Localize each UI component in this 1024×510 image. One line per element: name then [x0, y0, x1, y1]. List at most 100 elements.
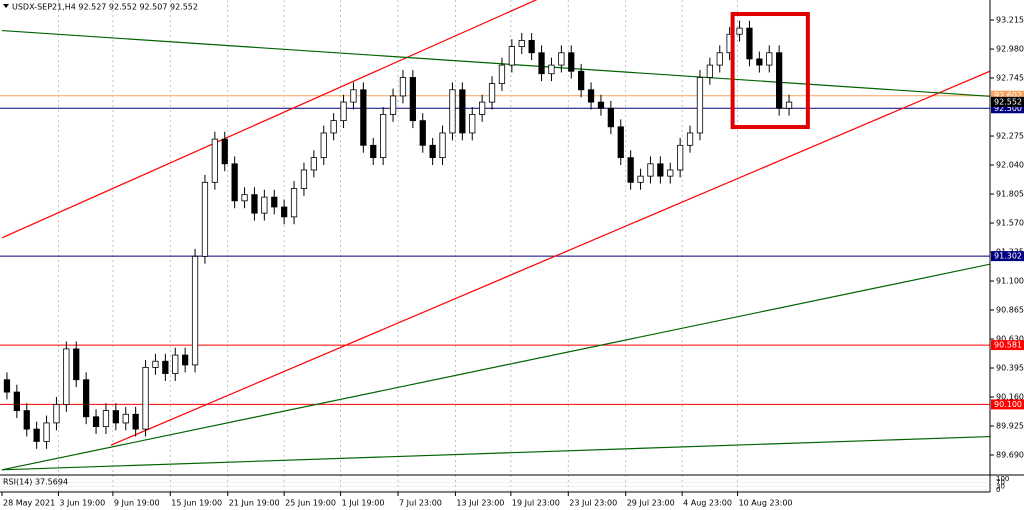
x-tick-label: 13 Jul 23:00	[456, 499, 504, 508]
level-label-bg	[991, 251, 1024, 262]
candle-body	[310, 157, 317, 171]
trendline	[1, 263, 990, 471]
candle-body	[281, 206, 288, 218]
candle-body	[469, 114, 476, 134]
x-tick-label: 23 Jul 23:00	[569, 499, 617, 508]
levels	[0, 95, 990, 405]
rsi-tick-label: 0	[996, 486, 1000, 494]
candle-body	[112, 410, 119, 424]
level-label: 90.581	[994, 341, 1022, 350]
candle-body	[419, 120, 426, 146]
y-tick-label: 90.160	[996, 393, 1024, 402]
candle-body	[172, 354, 179, 374]
candle-body	[766, 52, 773, 66]
candle-body	[83, 379, 90, 418]
level-label: 92.602	[994, 91, 1022, 100]
current-price-bg	[991, 96, 1024, 107]
candle-body	[122, 413, 129, 424]
highlight-box	[730, 12, 810, 130]
candle-body	[182, 354, 189, 366]
x-tick-label: 7 Jul 23:00	[399, 499, 442, 508]
candle-body	[389, 95, 397, 115]
candle-body	[518, 40, 525, 47]
candle-body	[43, 422, 50, 442]
menu-arrow	[3, 4, 9, 8]
candle-body	[380, 114, 387, 159]
candle-body	[290, 188, 298, 218]
x-tick-label: 4 Aug 23:00	[683, 499, 732, 508]
y-tick-label: 91.100	[996, 277, 1024, 286]
candle-body	[63, 348, 70, 405]
candle-body	[399, 77, 407, 97]
candle-body	[479, 101, 486, 115]
y-tick-label: 92.745	[996, 74, 1024, 83]
y-tick-label: 89.925	[996, 422, 1024, 431]
candle-body	[785, 101, 793, 109]
candle-body	[508, 46, 515, 66]
candle-body	[360, 89, 367, 146]
candle-body	[320, 132, 327, 159]
candle-body	[132, 413, 139, 430]
level-label: 91.302	[994, 252, 1022, 261]
rsi-tick-label: 70	[996, 478, 1005, 486]
candle-body	[677, 144, 684, 171]
y-tick-label: 92.275	[996, 132, 1024, 141]
candle-body	[756, 58, 763, 66]
candle-body	[776, 52, 783, 109]
candle-body	[558, 52, 565, 66]
y-tick-label: 90.630	[996, 335, 1024, 344]
candle-body	[152, 360, 159, 368]
x-tick-label: 10 Aug 23:00	[739, 499, 793, 508]
x-tick-label: 21 Jun 19:00	[229, 499, 280, 508]
y-tick-label: 90.395	[996, 364, 1024, 373]
candle-body	[449, 89, 456, 134]
candle-body	[657, 163, 664, 177]
candle-body	[607, 107, 614, 128]
x-tick-label: 25 Jun 19:00	[285, 499, 336, 508]
rsi-tick-label: 100	[996, 475, 1009, 483]
candle-body	[330, 120, 337, 134]
candle-body	[627, 157, 634, 183]
candle-body	[498, 64, 506, 85]
candle-body	[706, 64, 713, 78]
y-tick-label: 92.040	[996, 161, 1024, 170]
axes: 93.215 92.980 92.745 92.275 92.040 91.805 91.5…	[0, 16, 1024, 508]
candle-body	[637, 175, 644, 183]
y-tick-label: 91.805	[996, 190, 1024, 199]
y-tick-label: 93.215	[996, 16, 1024, 25]
x-tick-label: 3 Jun 19:00	[59, 499, 105, 508]
trendline	[110, 70, 990, 446]
x-tick-label: 28 May 2021	[3, 499, 55, 508]
y-tick-label: 89.690	[996, 451, 1024, 460]
chart-title: USDX-SEP21,H4 92.527 92.552 92.507 92.55…	[12, 3, 198, 12]
candle-body	[191, 255, 199, 366]
candle-body	[548, 64, 555, 75]
x-tick-label: 19 Jul 23:00	[512, 499, 560, 508]
candle-body	[300, 169, 308, 189]
trendline	[1, 0, 537, 239]
y-tick-label: 90.865	[996, 306, 1024, 315]
candle-body	[251, 194, 258, 214]
candle-body	[459, 89, 466, 134]
candle-body	[23, 410, 30, 430]
y-tick-label: 92.980	[996, 45, 1024, 54]
candle-body	[350, 89, 357, 103]
candle-body	[231, 163, 238, 202]
candle-body	[73, 348, 80, 381]
candle-body	[409, 77, 416, 122]
candle-body	[429, 144, 436, 159]
x-tick-label: 29 Jul 23:00	[627, 499, 675, 508]
x-tick-label: 15 Jun 19:00	[171, 499, 222, 508]
candle-body	[568, 52, 575, 72]
candle-body	[271, 196, 278, 208]
candle-body	[370, 144, 377, 159]
candle-body	[261, 196, 268, 214]
rsi-tick-label: 30	[996, 483, 1005, 491]
level-label-bg	[991, 103, 1024, 114]
candle-body	[597, 101, 605, 109]
rsi-label: RSI(14) 37.5694	[3, 478, 68, 487]
candle-body	[201, 181, 209, 257]
candle-body	[696, 77, 704, 134]
